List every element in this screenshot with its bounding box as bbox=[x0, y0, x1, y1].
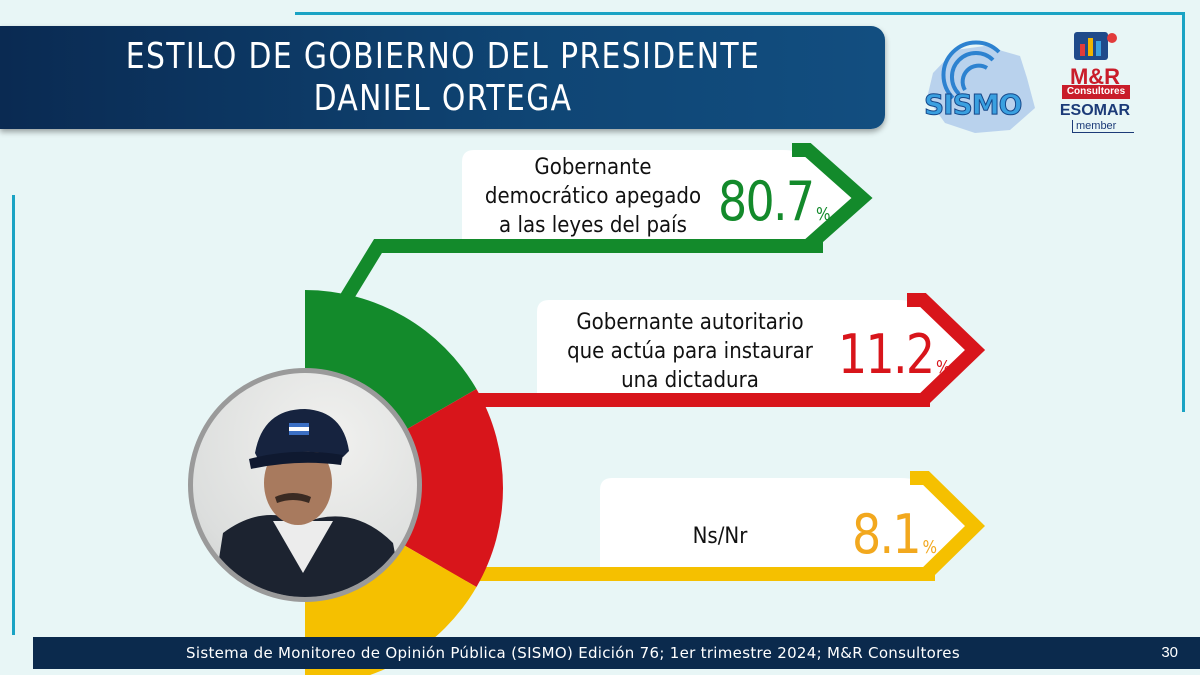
collar-shape bbox=[273, 521, 333, 573]
label-nsnr: Ns/Nr bbox=[630, 522, 810, 551]
value-nsnr-number: 8.1 bbox=[852, 503, 922, 566]
title-banner: ESTILO DE GOBIERNO DEL PRESIDENTE DANIEL… bbox=[0, 26, 885, 129]
page-number: 30 bbox=[1161, 644, 1178, 661]
value-nsnr: 8.1% bbox=[852, 505, 937, 578]
value-democratic: 80.7% bbox=[718, 172, 830, 245]
value-authoritarian-number: 11.2 bbox=[838, 323, 935, 386]
frame-line-right bbox=[1182, 12, 1185, 412]
cap-visor-shape bbox=[249, 451, 343, 469]
label-democratic-line-3: a las leyes del país bbox=[499, 213, 687, 238]
frame-line-left bbox=[12, 195, 15, 635]
callout-box-authoritarian bbox=[537, 300, 975, 400]
mustache-shape bbox=[275, 493, 311, 503]
label-authoritarian-line-3: una dictadura bbox=[621, 368, 759, 393]
value-authoritarian: 11.2% bbox=[838, 325, 950, 398]
esomar-member-text: member bbox=[1072, 120, 1135, 133]
callout-connector-democratic bbox=[339, 239, 823, 304]
portrait-illustration bbox=[213, 409, 403, 597]
callout-chevron-nsnr bbox=[910, 471, 986, 580]
label-democratic: Gobernante democrático apegado a las ley… bbox=[481, 153, 706, 240]
mr-consultores-logo bbox=[1074, 32, 1117, 60]
callout-box-nsnr bbox=[600, 478, 975, 574]
esomar-text: ESOMAR bbox=[1059, 102, 1131, 119]
callout-box-democratic bbox=[462, 150, 862, 246]
value-nsnr-unit: % bbox=[922, 537, 937, 558]
label-authoritarian-line-2: que actúa para instaurar bbox=[567, 339, 813, 364]
signal-waves-icon bbox=[941, 40, 1001, 100]
mr-subtitle: Consultores bbox=[1062, 85, 1130, 99]
label-authoritarian: Gobernante autoritario que actúa para in… bbox=[560, 308, 821, 395]
label-authoritarian-line-1: Gobernante autoritario bbox=[576, 310, 804, 335]
value-authoritarian-unit: % bbox=[935, 357, 951, 378]
president-photo bbox=[188, 368, 422, 602]
tablet-chart-icon bbox=[1074, 32, 1117, 60]
label-democratic-line-1: Gobernante bbox=[534, 155, 652, 180]
source-note: Sistema de Monitoreo de Opinión Pública … bbox=[186, 644, 960, 662]
label-democratic-line-2: democrático apegado bbox=[484, 184, 702, 209]
value-democratic-number: 80.7 bbox=[718, 170, 815, 233]
mr-brand-text: M&R bbox=[1069, 64, 1121, 89]
callout-chevron-authoritarian bbox=[907, 293, 986, 406]
page-title: ESTILO DE GOBIERNO DEL PRESIDENTE DANIEL… bbox=[125, 35, 760, 119]
footer-bar: Sistema de Monitoreo de Opinión Pública … bbox=[33, 637, 1200, 669]
sismo-logo-text: SISMO bbox=[923, 88, 1022, 122]
callout-chevron-democratic bbox=[792, 143, 873, 252]
sismo-logo bbox=[927, 40, 1035, 133]
label-nsnr-line-1: Ns/Nr bbox=[692, 524, 748, 549]
value-democratic-unit: % bbox=[815, 204, 831, 225]
frame-line-top bbox=[295, 12, 1185, 15]
